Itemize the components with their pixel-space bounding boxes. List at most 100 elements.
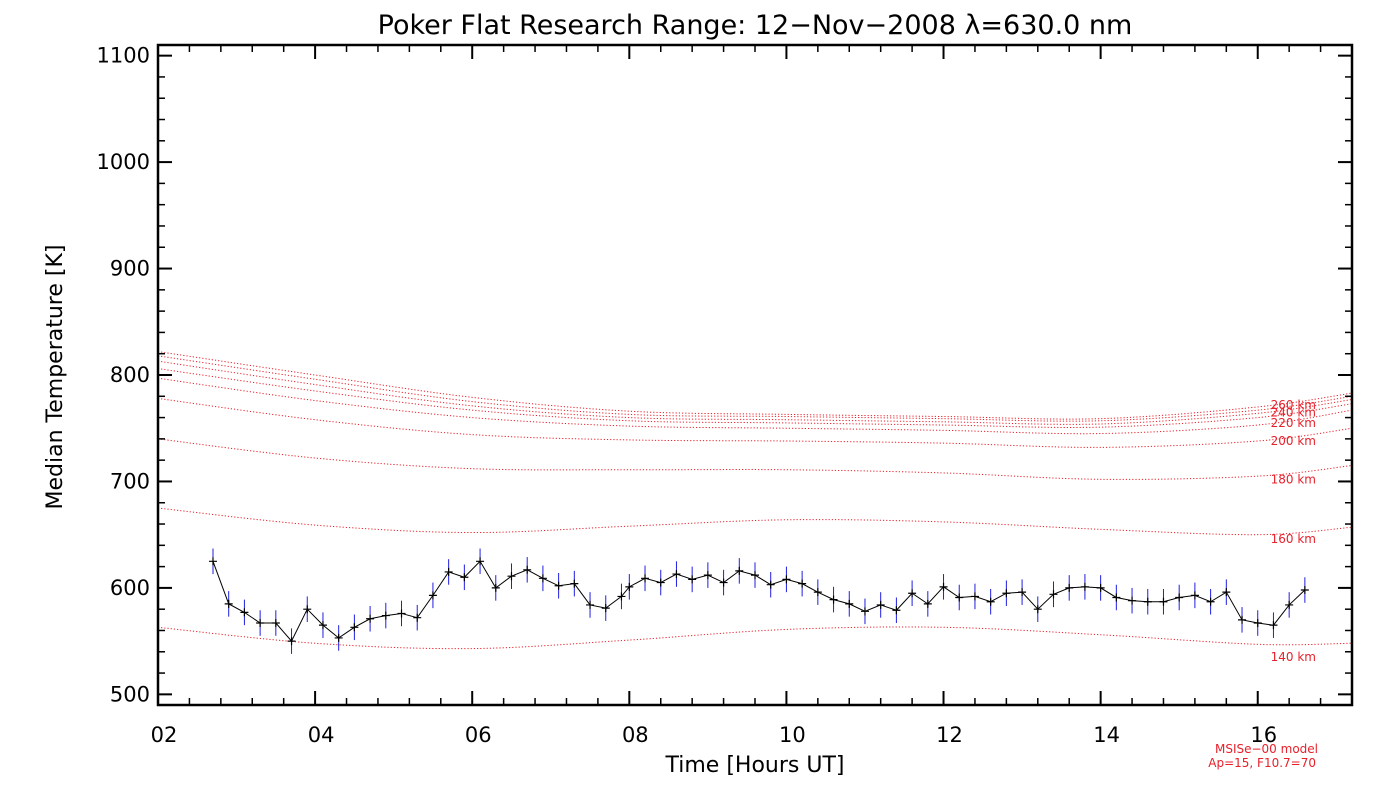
measurement-point: [271, 619, 280, 628]
measurement-point: [970, 592, 979, 601]
measurement-point: [428, 591, 437, 600]
x-tick-label: 14: [1093, 723, 1120, 747]
measurement-point: [1112, 593, 1121, 602]
measurement-point: [1269, 621, 1278, 630]
model-curve: [158, 377, 1352, 435]
measurement-point: [476, 557, 485, 566]
measurement-point: [601, 604, 610, 613]
measurement-point: [1143, 597, 1152, 606]
y-tick-label: 500: [110, 682, 150, 706]
model-curve: [158, 397, 1352, 448]
x-tick-label: 02: [151, 723, 178, 747]
measurement-point: [955, 593, 964, 602]
measurement-point: [538, 574, 547, 583]
measurement-point: [413, 613, 422, 622]
measurement-point: [829, 595, 838, 604]
measurement-point: [224, 599, 233, 608]
model-curve-label: 260 km: [1271, 398, 1316, 412]
measurement-point: [1159, 597, 1168, 606]
measurement-point: [1206, 597, 1215, 606]
measurement-point: [1096, 583, 1105, 592]
x-axis-label: Time [Hours UT]: [665, 753, 845, 778]
measurement-point: [208, 557, 217, 566]
measurement-point: [1002, 589, 1011, 598]
model-curve: [158, 355, 1352, 422]
x-tick-label: 08: [622, 723, 649, 747]
model-curve-label: 200 km: [1271, 434, 1316, 448]
y-tick-label: 1000: [97, 150, 150, 174]
measurement-point: [1175, 593, 1184, 602]
measurement-point: [318, 621, 327, 630]
x-tick-label: 10: [779, 723, 806, 747]
model-note-line2: Ap=15, F10.7=70: [1208, 756, 1316, 770]
measurement-point: [876, 600, 885, 609]
y-tick-label: 1100: [97, 44, 150, 68]
measurement-point: [860, 607, 869, 616]
y-tick-label: 700: [110, 469, 150, 493]
measurement-point: [719, 578, 728, 587]
measurement-point: [625, 582, 634, 591]
measurement-line: [212, 560, 1306, 643]
measurement-point: [460, 573, 469, 582]
measurement-point: [1300, 586, 1309, 595]
chart-title: Poker Flat Research Range: 12−Nov−2008 λ…: [378, 10, 1133, 41]
measurement-point: [507, 572, 516, 581]
measurement-point: [939, 582, 948, 591]
measurement-point: [1285, 600, 1294, 609]
model-note-line1: MSISe−00 model: [1215, 742, 1318, 756]
model-curve-label: 160 km: [1271, 532, 1316, 546]
measurement-point: [1080, 582, 1089, 591]
model-curve: [158, 438, 1352, 480]
measurement-point: [656, 578, 665, 587]
measurement-point: [1190, 591, 1199, 600]
measurement-point: [1018, 588, 1027, 597]
measurement-point: [908, 589, 917, 598]
measurement-point: [782, 575, 791, 584]
model-curve: [158, 360, 1352, 425]
measurement-point: [892, 606, 901, 615]
measurement-point: [1222, 588, 1231, 597]
model-curve-label: 180 km: [1271, 472, 1316, 486]
measurement-point: [1128, 596, 1137, 605]
measurement-point: [617, 592, 626, 601]
model-curve: [158, 351, 1352, 420]
plot-frame: [156, 43, 1354, 707]
model-curve-label: 240 km: [1271, 405, 1316, 419]
measurement-point: [303, 605, 312, 614]
measurement-point: [1033, 605, 1042, 614]
measurement-point: [381, 611, 390, 620]
measurement-point: [523, 565, 532, 574]
measurement-point: [1238, 615, 1247, 624]
measurement-point: [751, 571, 759, 580]
measurement-point: [672, 570, 681, 579]
y-tick-label: 600: [110, 576, 150, 600]
x-tick-label: 16: [1250, 723, 1277, 747]
measurement-point: [1049, 590, 1058, 599]
measurement-point: [1253, 619, 1262, 628]
measurement-point: [986, 597, 995, 606]
measurement-point: [703, 571, 712, 580]
measurement-point: [256, 619, 265, 628]
model-curve-label: 220 km: [1271, 416, 1316, 430]
y-tick-label: 900: [110, 257, 150, 281]
y-tick-label: 800: [110, 363, 150, 387]
measurement-point: [1065, 583, 1074, 592]
measurement-point: [350, 623, 359, 632]
measurement-point: [688, 575, 697, 584]
x-tick-label: 04: [308, 723, 335, 747]
x-tick-label: 12: [936, 723, 963, 747]
measurement-point: [813, 588, 822, 597]
measurement-point: [287, 637, 296, 646]
measurement-point: [766, 580, 775, 589]
measurement-point: [334, 633, 343, 642]
measurement-point: [366, 614, 375, 623]
model-curve: [158, 368, 1352, 428]
measurement-point: [845, 599, 854, 608]
x-tick-label: 06: [465, 723, 492, 747]
measurement-point: [570, 579, 579, 588]
measurement-point: [798, 579, 807, 588]
measurement-point: [923, 599, 932, 608]
y-axis-label: Median Temperature [K]: [43, 245, 68, 510]
